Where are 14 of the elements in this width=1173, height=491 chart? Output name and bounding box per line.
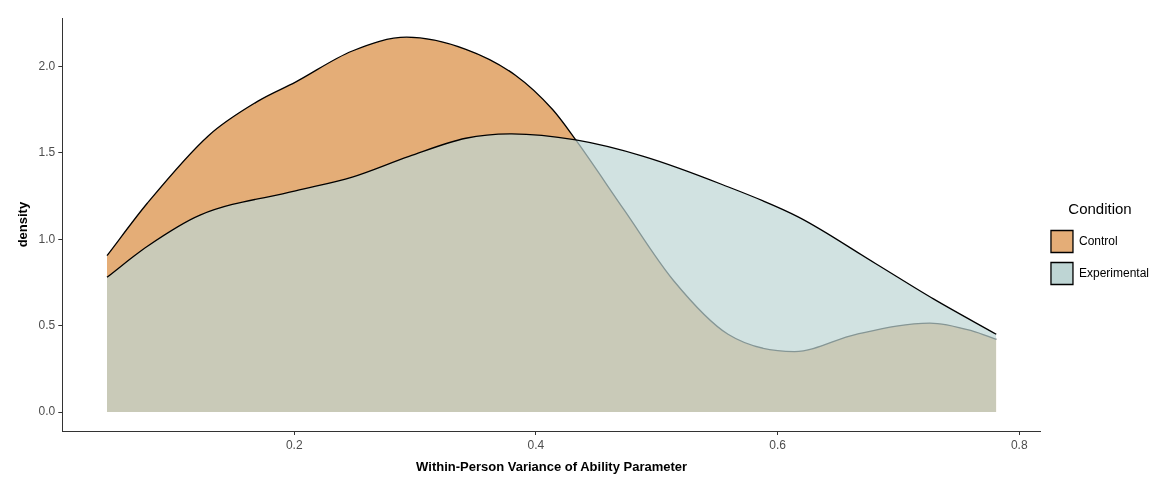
y-tick-label: 1.0 bbox=[38, 231, 56, 246]
legend-title: Condition bbox=[1068, 200, 1132, 218]
y-tick-label: 2.0 bbox=[38, 58, 56, 73]
y-tick-label: 0.5 bbox=[38, 317, 56, 332]
x-tick-label: 0.8 bbox=[1010, 437, 1028, 452]
y-axis-title: density bbox=[15, 201, 31, 248]
legend-label: Control bbox=[1078, 233, 1118, 248]
legend-label: Experimental bbox=[1078, 265, 1149, 280]
y-tick-label: 1.5 bbox=[38, 145, 56, 160]
x-tick-label: 0.4 bbox=[527, 437, 545, 452]
y-tick-label: 0.0 bbox=[38, 404, 56, 419]
x-tick-label: 0.2 bbox=[285, 437, 303, 452]
x-tick-label: 0.6 bbox=[769, 437, 787, 452]
x-axis-title: Within-Person Variance of Ability Parameter bbox=[416, 458, 688, 474]
